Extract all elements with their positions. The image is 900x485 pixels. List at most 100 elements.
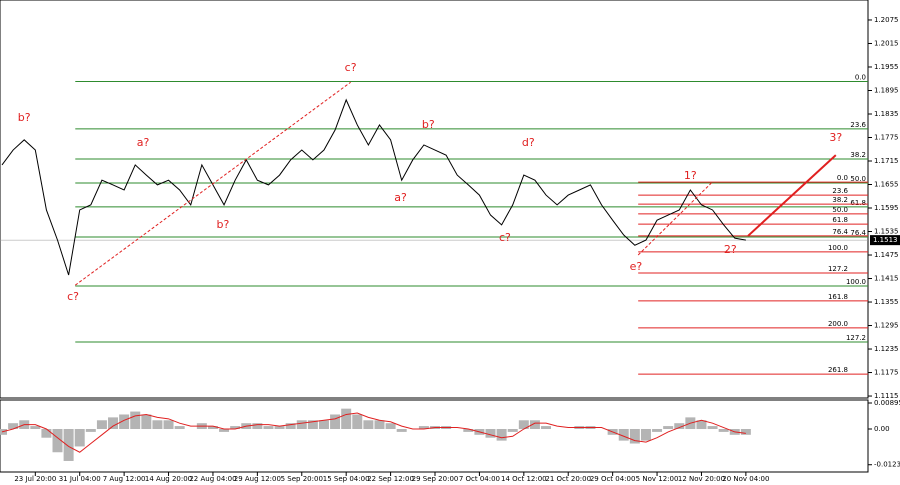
wave-line xyxy=(747,154,837,237)
fib-label: 261.8 xyxy=(828,366,848,374)
histogram-bar xyxy=(307,420,318,429)
y-tick-label: 0.00 xyxy=(874,425,890,433)
x-tick-label: 31 Jul 04:00 xyxy=(59,475,101,483)
fib-label: 76.4 xyxy=(832,228,848,236)
signal-line xyxy=(1,412,746,453)
wave-label: 1? xyxy=(684,169,697,182)
fib-label: 0.0 xyxy=(837,174,848,182)
histogram-bar xyxy=(341,408,352,429)
wave-label: 3? xyxy=(829,131,842,144)
fib-label: 161.8 xyxy=(828,293,848,301)
histogram-bar xyxy=(707,426,718,429)
y-tick-label: 1.1655 xyxy=(874,181,899,189)
x-tick-label: 29 Sep 20:00 xyxy=(412,475,459,483)
x-tick-label: 7 Oct 04:00 xyxy=(459,475,500,483)
histogram-bar xyxy=(618,428,629,441)
fib-label: 38.2 xyxy=(832,196,848,204)
fib-label: 23.6 xyxy=(850,121,866,129)
histogram-bar xyxy=(274,426,285,429)
fib-label: 23.6 xyxy=(832,187,848,195)
histogram-bar xyxy=(418,426,429,429)
wave-label: d? xyxy=(522,136,535,149)
histogram-bar xyxy=(396,428,407,432)
x-tick-label: 14 Oct 12:00 xyxy=(501,475,547,483)
y-tick-label: 1.1475 xyxy=(874,251,899,259)
fib-label: 76.4 xyxy=(850,229,866,237)
y-tick-label: 1.1295 xyxy=(874,322,899,330)
main-panel xyxy=(0,0,869,399)
y-tick-label: 1.1235 xyxy=(874,345,899,353)
fib-label: 127.2 xyxy=(846,334,866,342)
y-tick-label: 1.1955 xyxy=(874,63,899,71)
fib-label: 100.0 xyxy=(846,278,866,286)
histogram-bar xyxy=(518,420,529,429)
y-tick-label: 0.00895 xyxy=(874,399,900,407)
histogram-bar xyxy=(263,426,274,429)
histogram-bar xyxy=(374,420,385,429)
histogram-bar xyxy=(119,414,130,429)
x-tick-label: 22 Sep 12:00 xyxy=(367,475,414,483)
histogram-bar xyxy=(96,420,107,429)
y-tick-label: -0.0123 xyxy=(874,461,900,469)
histogram-bar xyxy=(130,411,141,429)
x-tick-label: 7 Aug 12:00 xyxy=(103,475,146,483)
histogram-bar xyxy=(207,426,218,429)
histogram-bar xyxy=(463,428,474,432)
wave-line xyxy=(74,81,351,286)
histogram-bar xyxy=(485,428,496,438)
wave-label: b? xyxy=(217,218,230,231)
wave-label: c? xyxy=(67,290,79,303)
x-tick-label: 29 Aug 12:00 xyxy=(234,475,281,483)
y-tick-label: 1.1355 xyxy=(874,298,899,306)
y-tick-label: 1.2075 xyxy=(874,16,899,24)
x-tick-label: 14 Aug 20:00 xyxy=(145,475,192,483)
wave-label: a? xyxy=(137,136,150,149)
wave-label: a? xyxy=(394,191,407,204)
histogram-bar xyxy=(285,423,296,429)
y-tick-label: 1.2015 xyxy=(874,39,899,47)
wave-label: 2? xyxy=(724,243,737,256)
histogram-bar xyxy=(163,420,174,429)
fib-label: 200.0 xyxy=(828,320,848,328)
histogram-bar xyxy=(652,428,663,432)
histogram-bar xyxy=(219,428,230,432)
y-tick-label: 1.1715 xyxy=(874,157,899,165)
histogram-bar xyxy=(63,428,74,461)
histogram-bar xyxy=(663,426,674,429)
y-tick-label: 1.1895 xyxy=(874,86,899,94)
wave-label: c? xyxy=(499,231,511,244)
histogram-bar xyxy=(141,414,152,429)
x-tick-label: 5 Sep 20:00 xyxy=(281,475,323,483)
histogram-bar xyxy=(529,420,540,429)
histogram-bar xyxy=(174,426,185,429)
histogram-bar xyxy=(41,428,52,438)
histogram-bar xyxy=(640,428,651,441)
wave-line xyxy=(637,182,712,256)
histogram-bar xyxy=(629,428,640,444)
x-tick-label: 21 Oct 20:00 xyxy=(545,475,591,483)
y-tick-label: 1.1835 xyxy=(874,110,899,118)
x-tick-label: 15 Sep 04:00 xyxy=(323,475,370,483)
fib-label: 50.0 xyxy=(850,175,866,183)
y-tick-label: 1.1415 xyxy=(874,275,899,283)
histogram-bar xyxy=(85,428,96,432)
wave-label: b? xyxy=(18,111,31,124)
x-tick-label: 22 Aug 04:00 xyxy=(189,475,236,483)
wave-label: b? xyxy=(422,118,435,131)
x-tick-label: 29 Oct 04:00 xyxy=(590,475,636,483)
fib-label: 0.0 xyxy=(855,73,866,81)
histogram-bar xyxy=(318,420,329,429)
histogram-bar xyxy=(541,426,552,429)
y-tick-label: 1.1115 xyxy=(874,392,899,400)
histogram-bar xyxy=(74,428,85,447)
fib-label: 61.8 xyxy=(832,216,848,224)
histogram-bar xyxy=(363,420,374,429)
x-tick-label: 12 Nov 20:00 xyxy=(678,475,725,483)
histogram-bar xyxy=(52,428,63,453)
histogram-bar xyxy=(718,428,729,432)
histogram-bar xyxy=(252,423,263,429)
histogram-bar xyxy=(108,417,119,429)
fib-label: 127.2 xyxy=(828,265,848,273)
